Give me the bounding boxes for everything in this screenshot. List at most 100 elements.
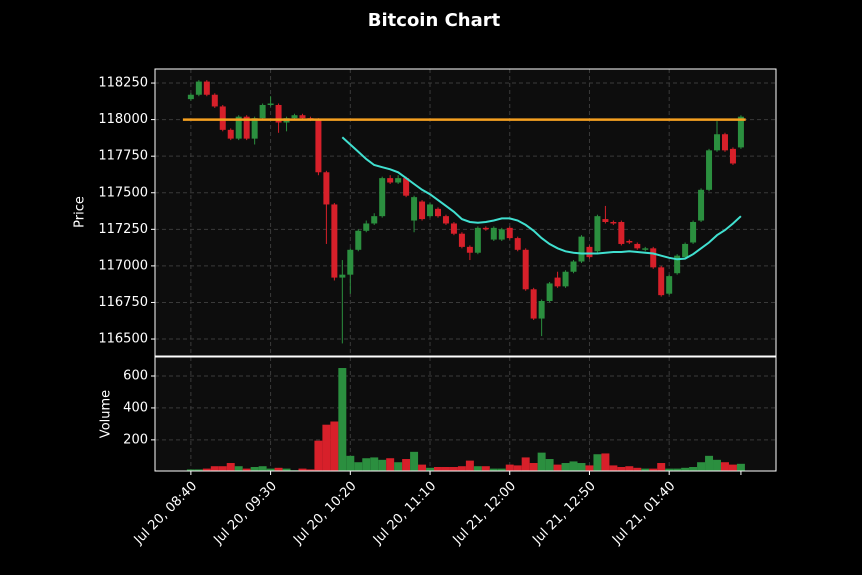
- volume-bar: [274, 467, 283, 471]
- candle-body: [267, 103, 274, 105]
- volume-bar: [553, 464, 562, 471]
- candle-body: [411, 197, 418, 221]
- volume-bar: [282, 468, 291, 471]
- volume-bar: [330, 421, 339, 471]
- volume-bar: [441, 467, 450, 471]
- candle-body: [666, 276, 673, 294]
- candle-body: [419, 201, 426, 220]
- y-tick-label: 116750: [98, 295, 148, 310]
- volume-bar: [720, 462, 729, 471]
- candle-body: [211, 94, 218, 107]
- volume-bar: [601, 453, 610, 471]
- volume-bar: [736, 463, 745, 471]
- candle-body: [347, 249, 354, 275]
- candle-body: [674, 255, 681, 274]
- volume-bar: [370, 457, 379, 471]
- volume-bar: [402, 459, 411, 471]
- y-tick-label: 400: [123, 400, 148, 415]
- volume-bar: [697, 462, 706, 471]
- candle-body: [729, 148, 736, 164]
- volume-bar: [465, 460, 474, 471]
- volume-bar: [545, 459, 554, 471]
- y-tick-label: 600: [123, 369, 148, 384]
- y-tick-label: 118000: [98, 112, 148, 127]
- candle-body: [187, 94, 194, 100]
- volume-bar: [226, 463, 235, 471]
- candle-body: [403, 178, 410, 196]
- volume-bar: [346, 455, 355, 471]
- candle-body: [482, 227, 489, 230]
- candle-body: [251, 118, 258, 139]
- volume-bar: [186, 469, 195, 471]
- candle-body: [355, 230, 362, 250]
- candle-body: [570, 261, 577, 272]
- volume-bar: [457, 466, 466, 471]
- volume-bar: [617, 467, 626, 471]
- candle-body: [371, 216, 378, 224]
- candle-body: [315, 119, 322, 173]
- volume-bar: [728, 464, 737, 471]
- candle-body: [243, 116, 250, 139]
- candle-body: [626, 241, 633, 243]
- moving-average-line: [341, 136, 742, 261]
- volume-bar: [386, 458, 395, 471]
- y-tick-label: 117000: [98, 258, 148, 273]
- volume-bar: [242, 468, 251, 471]
- volume-bar: [473, 466, 482, 471]
- volume-bar: [362, 458, 371, 471]
- candle-body: [698, 189, 705, 221]
- volume-bar: [418, 464, 427, 471]
- candle-body: [721, 134, 728, 151]
- volume-bar: [569, 461, 578, 471]
- volume-bar: [449, 467, 458, 471]
- y-tick-label: 118250: [98, 76, 148, 91]
- candle-body: [195, 81, 202, 95]
- candle-body: [339, 274, 346, 278]
- volume-bar: [649, 468, 658, 471]
- volume-bar: [434, 467, 442, 471]
- candle-body: [618, 222, 625, 244]
- candle-body: [219, 106, 226, 130]
- candle-body: [530, 289, 537, 319]
- volume-bar: [202, 468, 211, 471]
- volume-bar: [306, 469, 315, 471]
- volume-bar: [410, 451, 419, 471]
- volume-bar: [513, 465, 522, 471]
- candle-body: [395, 178, 402, 183]
- volume-frame: [154, 356, 777, 472]
- volume-bar: [298, 468, 307, 471]
- candle-body: [323, 172, 330, 205]
- y-axis-label: Price: [73, 196, 88, 228]
- volume-bar: [258, 466, 267, 471]
- candle-body: [594, 216, 601, 252]
- volume-bar: [210, 466, 219, 471]
- volume-bar: [481, 466, 490, 471]
- y-tick-label: 117250: [98, 222, 148, 237]
- volume-bar: [338, 368, 347, 471]
- volume-bar: [394, 462, 403, 471]
- candle-body: [203, 81, 210, 95]
- volume-bar: [354, 462, 363, 471]
- candle-body: [458, 233, 465, 247]
- volume-bar: [537, 452, 546, 471]
- candle-body: [642, 248, 649, 250]
- volume-bar: [378, 459, 387, 471]
- candle-body: [634, 243, 641, 249]
- candle-body: [442, 216, 449, 224]
- candle-body: [610, 222, 617, 224]
- volume-bar: [673, 468, 682, 471]
- y-axis-label: Volume: [99, 390, 114, 438]
- candle-body: [259, 104, 266, 119]
- volume-bar: [585, 465, 594, 471]
- volume-bar: [489, 468, 498, 471]
- volume-bar: [577, 463, 586, 471]
- candle-body: [498, 229, 505, 240]
- candle-body: [514, 238, 521, 250]
- volume-bar: [250, 467, 259, 471]
- candle-body: [554, 277, 561, 287]
- candle-body: [586, 246, 593, 258]
- volume-bar: [641, 468, 650, 471]
- candle-body: [291, 115, 298, 119]
